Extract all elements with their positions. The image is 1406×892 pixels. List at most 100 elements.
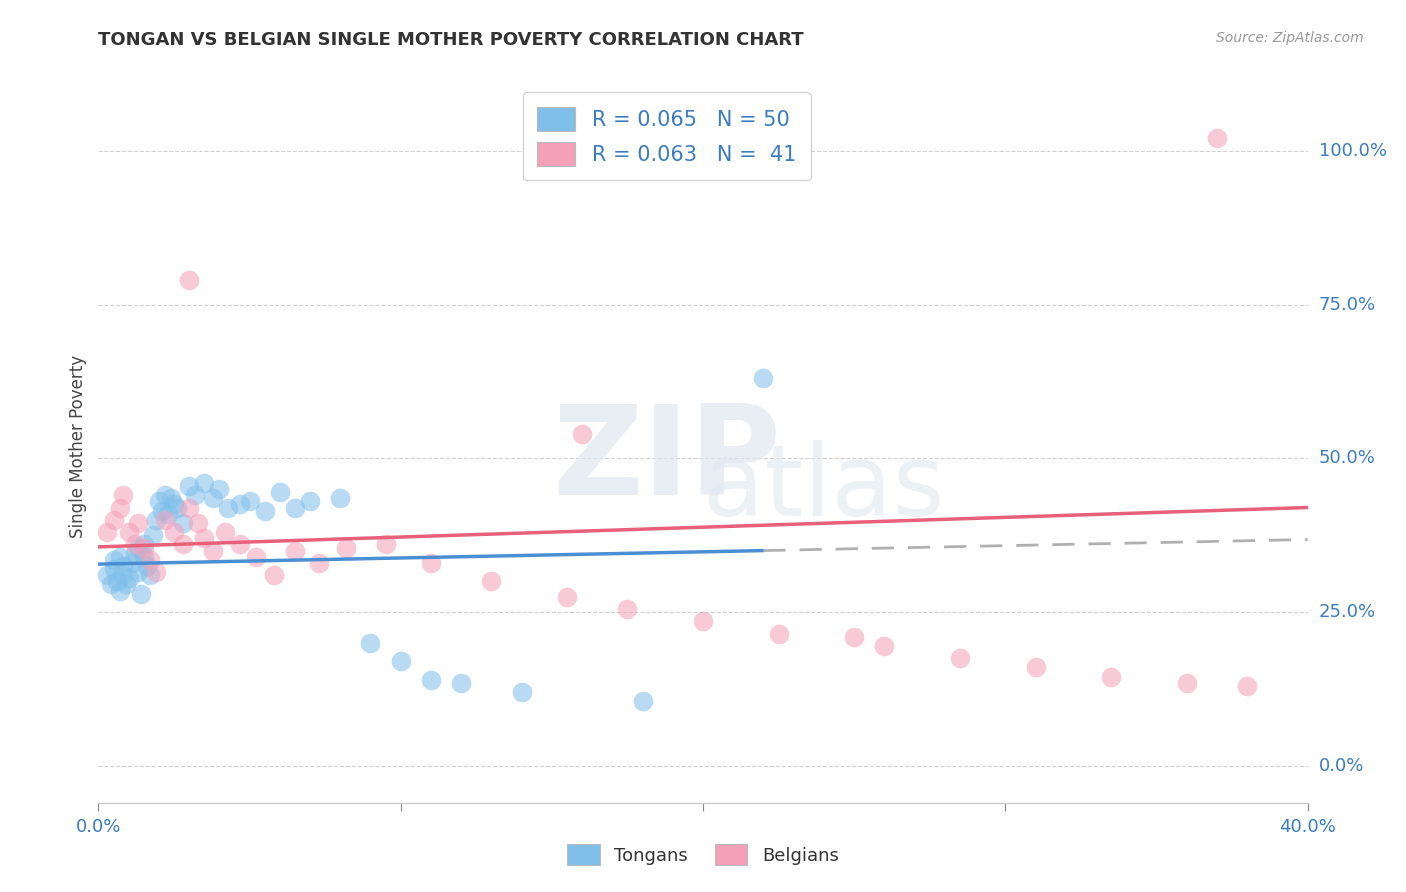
Point	[177, 273, 201, 287]
Point	[163, 525, 186, 540]
Point	[284, 543, 307, 558]
Point	[768, 626, 790, 640]
Point	[114, 577, 136, 591]
Point	[96, 525, 118, 540]
Point	[692, 615, 714, 629]
Point	[193, 475, 215, 490]
Point	[571, 426, 593, 441]
Text: 75.0%: 75.0%	[1319, 295, 1376, 313]
Point	[616, 602, 638, 616]
Point	[1206, 131, 1229, 145]
Point	[555, 590, 578, 604]
Point	[1236, 679, 1258, 693]
Point	[419, 673, 441, 687]
Point	[1099, 670, 1122, 684]
Point	[108, 549, 131, 564]
Point	[873, 639, 896, 653]
Point	[177, 500, 201, 515]
Point	[111, 568, 134, 582]
Point	[510, 685, 533, 699]
Point	[160, 491, 183, 506]
Point	[132, 541, 155, 555]
Point	[153, 488, 176, 502]
Point	[187, 516, 209, 530]
Point	[108, 500, 131, 515]
Point	[202, 491, 225, 506]
Point	[121, 556, 143, 570]
Point	[105, 574, 128, 589]
Text: Source: ZipAtlas.com: Source: ZipAtlas.com	[1216, 31, 1364, 45]
Point	[374, 537, 396, 551]
Point	[1175, 676, 1198, 690]
Point	[335, 541, 357, 555]
Point	[949, 651, 972, 665]
Point	[145, 513, 167, 527]
Text: ZIP: ZIP	[553, 400, 782, 521]
Point	[166, 500, 188, 515]
Point	[329, 491, 352, 506]
Point	[360, 636, 382, 650]
Point	[118, 571, 141, 585]
Point	[132, 537, 155, 551]
Text: 50.0%: 50.0%	[1319, 450, 1375, 467]
Point	[127, 516, 149, 530]
Point	[239, 494, 262, 508]
Point	[103, 513, 125, 527]
Point	[129, 587, 152, 601]
Point	[284, 500, 307, 515]
Point	[103, 553, 125, 567]
Point	[1024, 660, 1046, 674]
Text: 0.0%: 0.0%	[1319, 757, 1364, 775]
Point	[263, 568, 285, 582]
Point	[118, 525, 141, 540]
Point	[308, 556, 330, 570]
Point	[752, 371, 775, 385]
Point	[139, 568, 162, 582]
Point	[148, 494, 170, 508]
Point	[184, 488, 207, 502]
Point	[132, 549, 155, 564]
Point	[172, 537, 194, 551]
Point	[124, 547, 146, 561]
Point	[172, 516, 194, 530]
Point	[145, 565, 167, 579]
Point	[193, 531, 215, 545]
Point	[100, 577, 122, 591]
Point	[229, 537, 252, 551]
Point	[127, 565, 149, 579]
Text: 100.0%: 100.0%	[1319, 142, 1386, 160]
Point	[124, 537, 146, 551]
Point	[139, 553, 162, 567]
Point	[419, 556, 441, 570]
Text: atlas: atlas	[703, 441, 945, 537]
Point	[844, 630, 866, 644]
Point	[450, 676, 472, 690]
Point	[135, 558, 157, 573]
Point	[153, 513, 176, 527]
Point	[208, 482, 231, 496]
Point	[127, 541, 149, 555]
Point	[389, 654, 412, 668]
Point	[177, 479, 201, 493]
Point	[481, 574, 503, 589]
Text: TONGAN VS BELGIAN SINGLE MOTHER POVERTY CORRELATION CHART: TONGAN VS BELGIAN SINGLE MOTHER POVERTY …	[98, 31, 804, 49]
Point	[108, 583, 131, 598]
Point	[202, 543, 225, 558]
Text: 25.0%: 25.0%	[1319, 603, 1376, 621]
Point	[245, 549, 267, 564]
Point	[111, 488, 134, 502]
Point	[111, 558, 134, 573]
Point	[163, 498, 186, 512]
Point	[217, 500, 239, 515]
Point	[142, 528, 165, 542]
Point	[229, 498, 252, 512]
Point	[214, 525, 236, 540]
Legend: Tongans, Belgians: Tongans, Belgians	[560, 837, 846, 872]
Point	[156, 507, 179, 521]
Point	[96, 568, 118, 582]
Point	[150, 503, 173, 517]
Point	[631, 694, 654, 708]
Y-axis label: Single Mother Poverty: Single Mother Poverty	[69, 354, 87, 538]
Point	[299, 494, 322, 508]
Point	[269, 485, 291, 500]
